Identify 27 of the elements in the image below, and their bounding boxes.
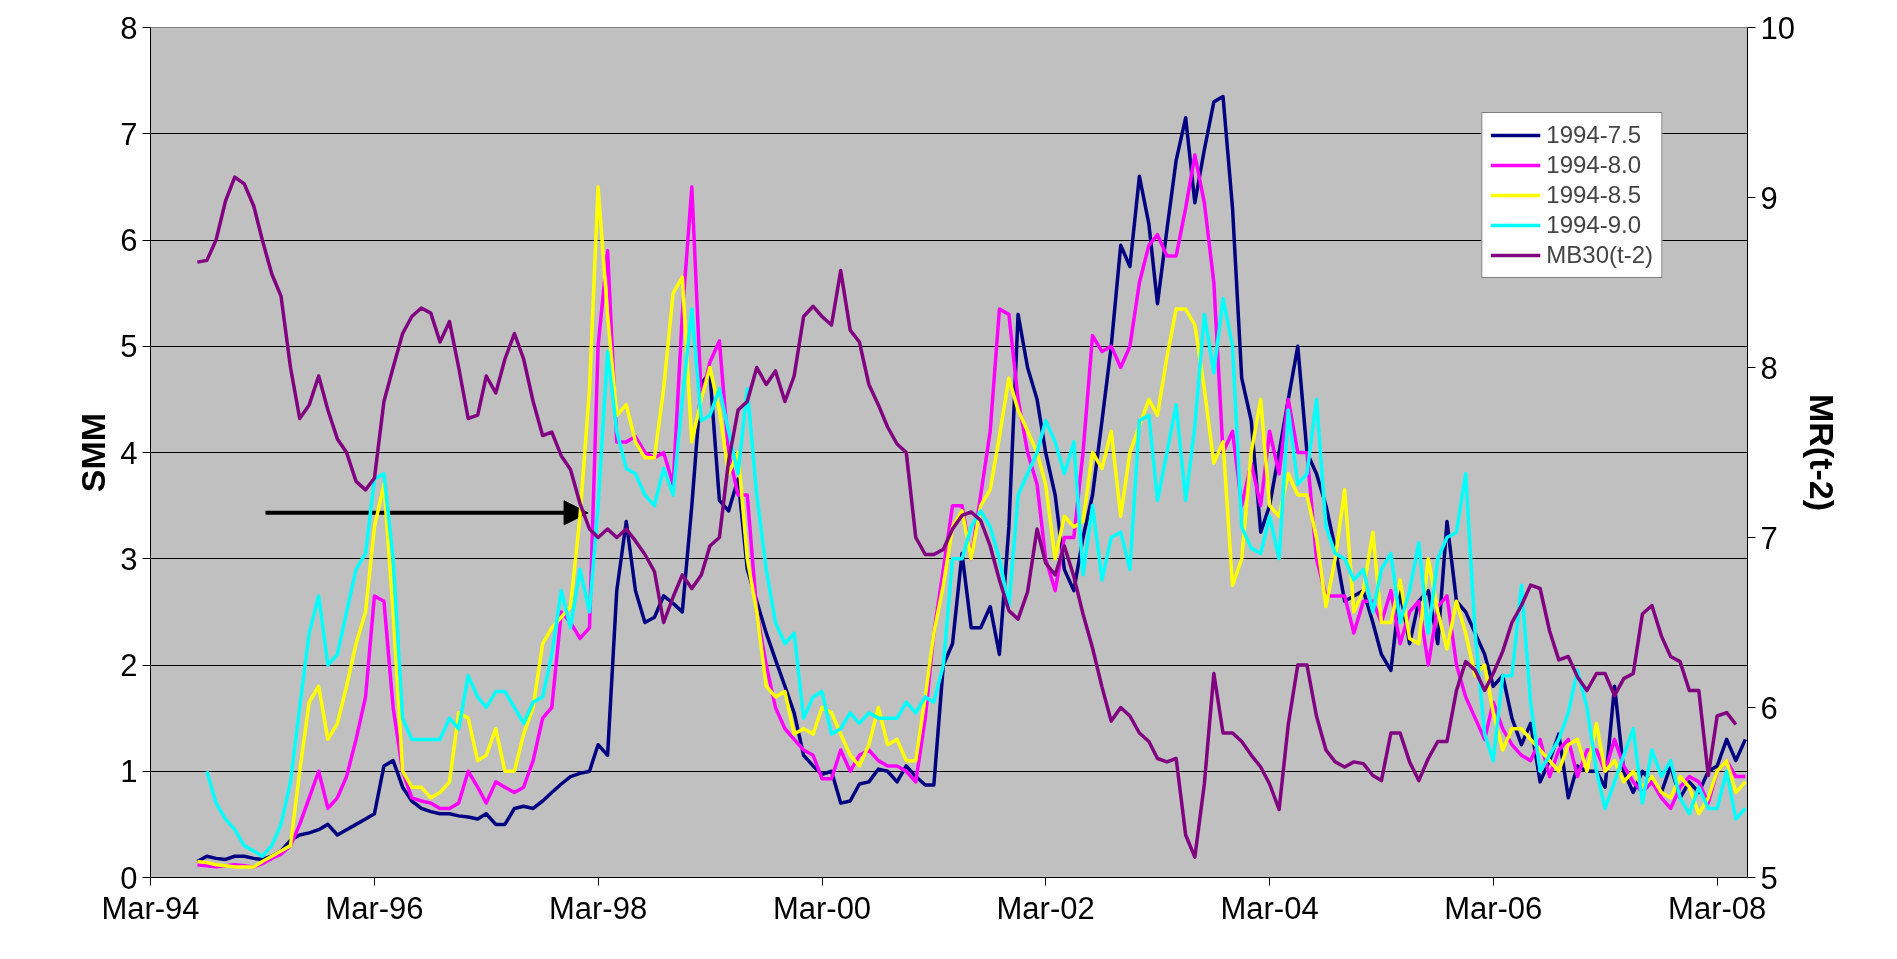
y2-tick-label: 7 bbox=[1760, 520, 1778, 556]
line-series bbox=[205, 296, 1748, 858]
y-tick-label: 7 bbox=[120, 116, 138, 152]
y-tick-label: 1 bbox=[120, 754, 138, 790]
y2-axis-title: MR(t-2) bbox=[1802, 393, 1841, 512]
y-tick-label: 6 bbox=[120, 223, 138, 258]
y-tick-label: 2 bbox=[120, 648, 138, 683]
y-tick-label: 5 bbox=[120, 329, 138, 365]
y2-tick-label: 8 bbox=[1760, 350, 1778, 386]
x-tick-label: Mar-00 bbox=[772, 890, 872, 926]
x-tick-label: Mar-06 bbox=[1444, 890, 1543, 926]
legend-label: 1994-9.0 bbox=[1546, 211, 1642, 239]
y2-tick-label: 10 bbox=[1760, 10, 1795, 46]
legend-label: 1994-8.5 bbox=[1546, 181, 1642, 209]
y-tick-label: 3 bbox=[120, 541, 138, 577]
y-tick-label: 4 bbox=[120, 435, 138, 471]
x-tick-label: Mar-02 bbox=[996, 890, 1095, 926]
legend-label: MB30(t-2) bbox=[1546, 241, 1653, 269]
legend-label: 1994-7.5 bbox=[1546, 121, 1642, 149]
x-tick-label: Mar-04 bbox=[1220, 890, 1319, 926]
y-tick-label: 8 bbox=[120, 10, 138, 46]
y2-tick-label: 9 bbox=[1760, 180, 1778, 216]
legend-label: 1994-8.0 bbox=[1546, 151, 1642, 179]
x-tick-label: Mar-96 bbox=[325, 890, 424, 926]
y2-tick-label: 6 bbox=[1760, 690, 1778, 726]
x-tick-label: Mar-98 bbox=[548, 890, 648, 926]
y-axis-title: SMM bbox=[74, 412, 113, 493]
